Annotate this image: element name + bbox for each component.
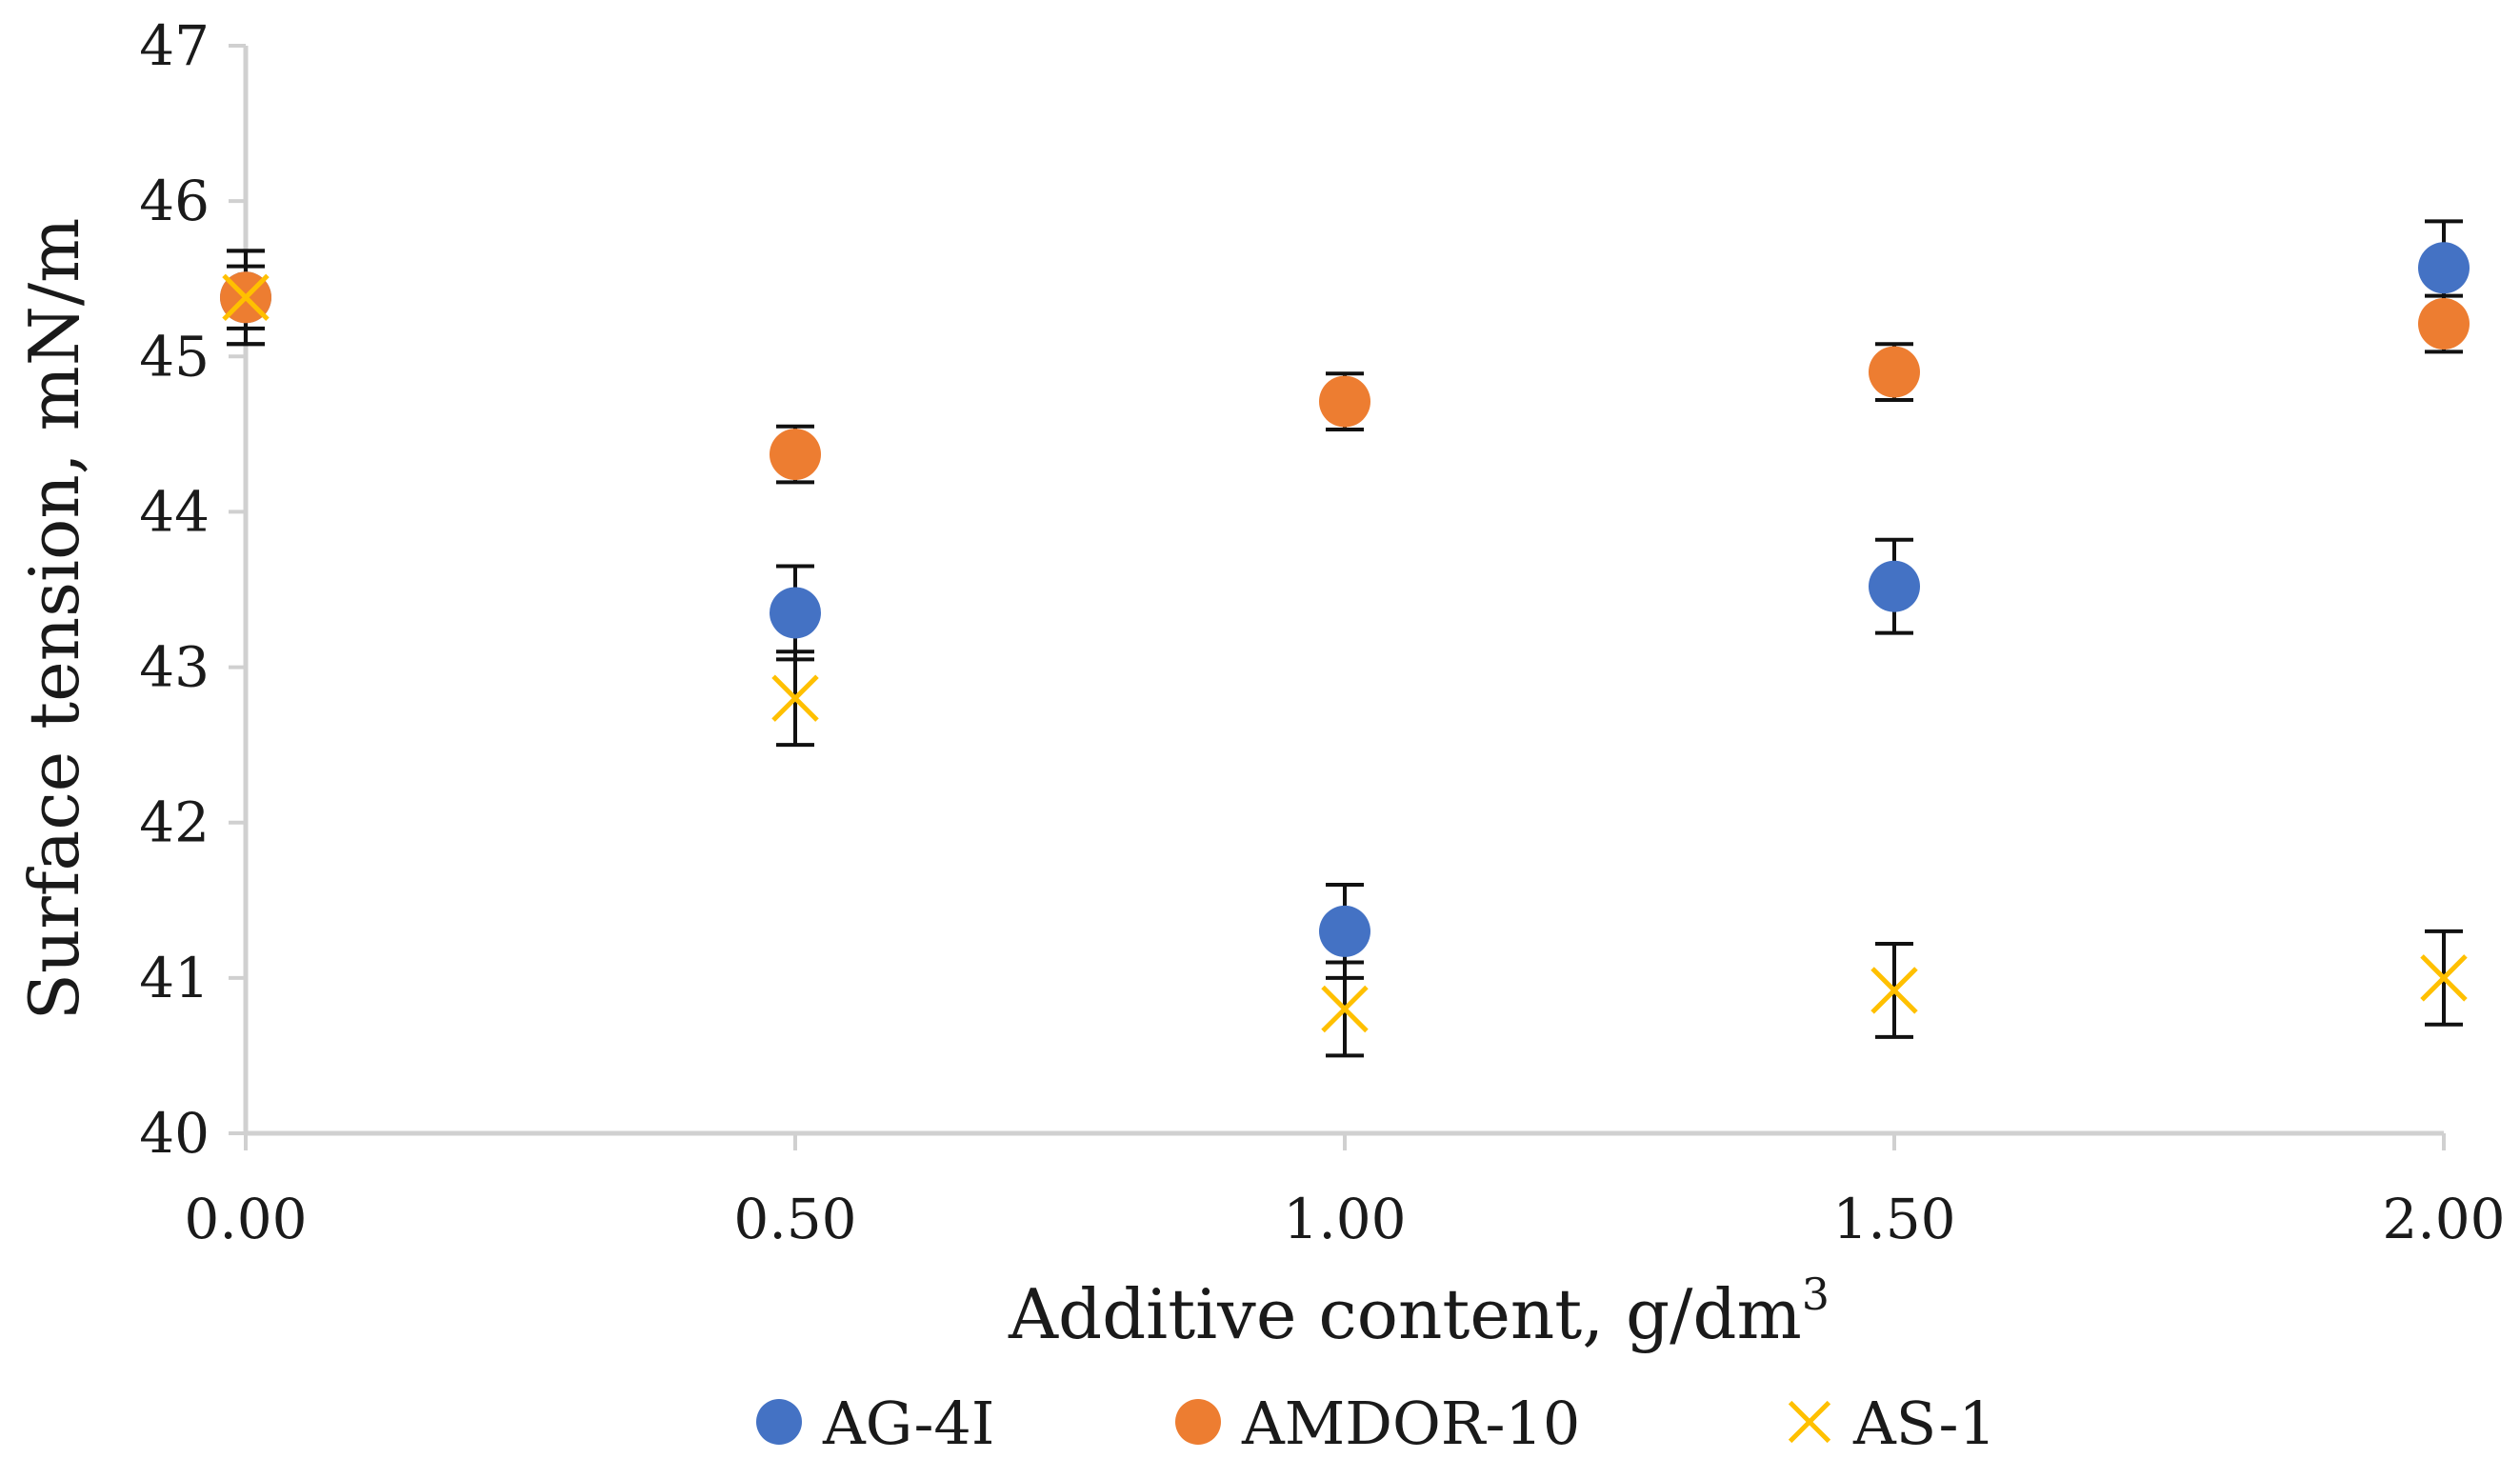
x-tick-label: 1.50 [1832, 1187, 1955, 1251]
data-point-as-1 [1321, 985, 1369, 1033]
legend: AG-4I AMDOR-10 AS-1 [756, 1389, 1996, 1458]
y-tick-label: 46 [139, 169, 210, 233]
data-point-as-1 [771, 674, 819, 722]
legend-marker-ag-4i [756, 1399, 802, 1445]
legend-item-as-1: AS-1 [1788, 1389, 1996, 1458]
x-tick-label: 1.00 [1283, 1187, 1406, 1251]
data-point-amdor-10 [2418, 298, 2470, 350]
data-point-as-1-stroke-b [222, 273, 270, 322]
y-axis-title: Surface tension, mN/m [14, 218, 94, 1021]
data-point-as-1-stroke-b [2420, 954, 2468, 1002]
legend-label-amdor-10: AMDOR-10 [1241, 1389, 1580, 1458]
y-tick-label: 44 [139, 479, 210, 544]
y-tick-label: 47 [139, 13, 210, 78]
data-point-as-1 [2420, 954, 2468, 1002]
legend-label-as-1: AS-1 [1852, 1389, 1996, 1458]
x-tick-label: 2.00 [2382, 1187, 2505, 1251]
x-axis-title-superscript: 3 [1802, 1269, 1830, 1320]
x-tick-label: 0.00 [184, 1187, 307, 1251]
legend-marker-as-1-stroke-b [1788, 1400, 1831, 1444]
data-point-amdor-10 [1319, 375, 1370, 428]
data-point-ag-4i [770, 587, 821, 639]
x-axis-title: Additive content, g/dm3 [1008, 1269, 1830, 1354]
data-point-as-1-stroke-b [1870, 967, 1918, 1014]
data-point-ag-4i [1319, 905, 1370, 957]
data-point-amdor-10 [1869, 346, 1920, 398]
data-point-as-1-stroke-b [1321, 985, 1369, 1033]
legend-label-ag-4i: AG-4I [822, 1389, 994, 1458]
data-point-as-1-stroke-b [771, 674, 819, 722]
legend-marker-amdor-10 [1175, 1399, 1221, 1445]
data-point-as-1 [222, 273, 270, 322]
y-tick-label: 42 [139, 790, 210, 855]
y-tick-label: 43 [139, 635, 210, 700]
data-point-ag-4i [2418, 242, 2470, 294]
x-axis-title-text: Additive content, g/dm [1008, 1274, 1802, 1354]
y-tick-label: 45 [139, 324, 210, 389]
legend-item-amdor-10: AMDOR-10 [1175, 1389, 1580, 1458]
y-tick-label: 41 [139, 946, 210, 1010]
axis-titles-group: Surface tension, mN/m Additive content, … [14, 218, 1830, 1354]
y-tick-label: 40 [139, 1101, 210, 1166]
legend-marker-as-1 [1788, 1400, 1831, 1444]
axes-group: 40 41 42 43 44 45 46 47 0.00 0.50 1.00 1.50 2.00 [139, 13, 2505, 1251]
x-tick-label: 0.50 [733, 1187, 856, 1251]
legend-item-ag-4i: AG-4I [756, 1389, 994, 1458]
data-point-as-1 [1870, 967, 1918, 1014]
data-point-ag-4i [1869, 560, 1920, 612]
data-point-amdor-10 [770, 429, 821, 481]
markers-group [220, 242, 2470, 1033]
